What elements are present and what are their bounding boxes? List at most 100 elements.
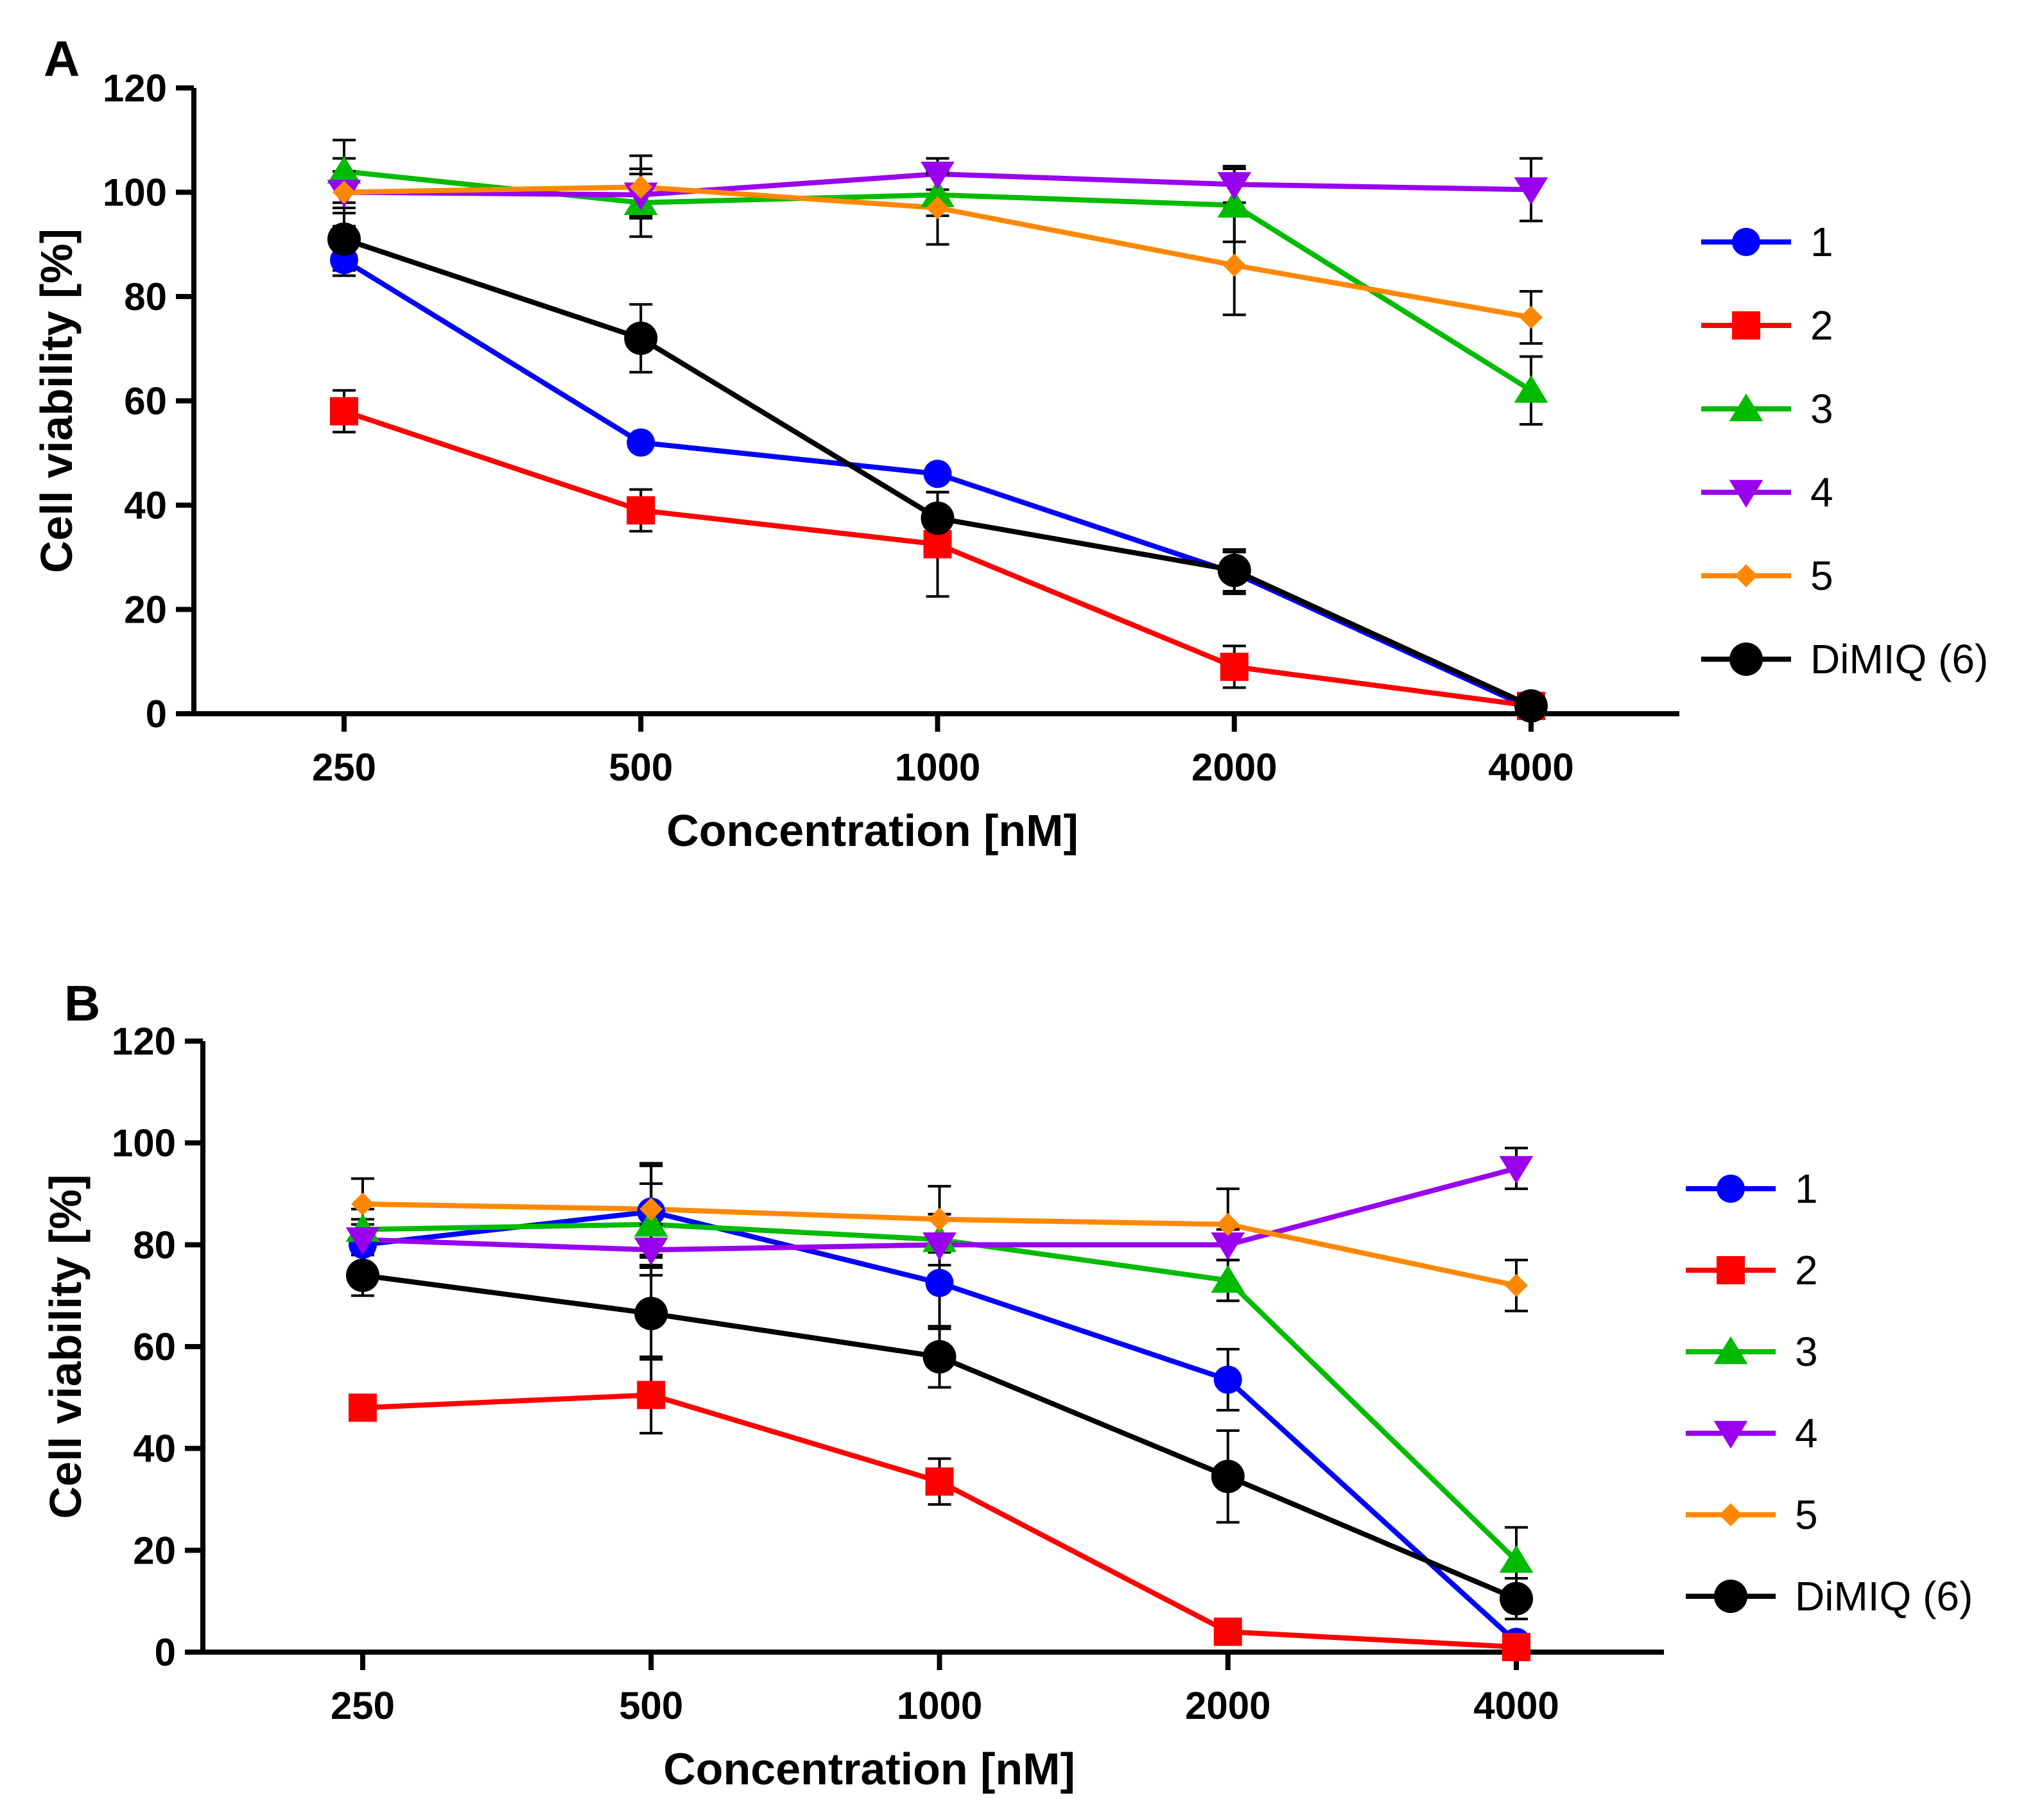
panel-b: B 0 20 40 60 80 100 120 250 500 1000 2000 4000 Concen… [40, 975, 1973, 1794]
panel-a-x-tick-label: 500 [609, 746, 673, 789]
panel-a-y-tick-label: 60 [124, 380, 167, 423]
panel-b-y-axis-title: Cell viability [%] [40, 1175, 91, 1519]
panel-b-legend-label: 2 [1795, 1247, 1818, 1293]
panel-b-data-point [928, 1207, 951, 1231]
panel-a-legend-entry-4: 5 [1701, 553, 1833, 599]
panel-b-data-point [925, 1268, 954, 1297]
panel-a-x-tick-label: 250 [312, 746, 376, 789]
panel-b-label: B [64, 975, 100, 1031]
panel-a-x-tick-label: 1000 [895, 746, 980, 789]
panel-b-data-point [1505, 1273, 1528, 1297]
panel-b-x-tick-label: 250 [331, 1684, 395, 1727]
panel-b-data-point [1211, 1232, 1245, 1261]
panel-b-data-point [922, 1340, 957, 1374]
panel-a-data-point [1220, 652, 1249, 681]
panel-b-data-point [639, 1197, 663, 1221]
panel-a-data-point [627, 496, 655, 525]
panel-b-data-point [1499, 1156, 1534, 1184]
panel-a-label: A [44, 30, 80, 87]
panel-a-data-point [624, 322, 658, 355]
panel-b-data-point [1216, 1212, 1240, 1236]
panel-b-data-point [351, 1192, 374, 1216]
panel-b-data-point [349, 1393, 377, 1422]
panel-b-y-tick-label: 80 [133, 1223, 176, 1266]
panel-b-y-tick-label: 40 [133, 1427, 176, 1470]
panel-b-data-point [1213, 1617, 1242, 1646]
panel-b-legend-marker [1717, 1175, 1745, 1203]
panel-b-legend-label: 1 [1795, 1166, 1818, 1212]
panel-b-data-point [1500, 1582, 1533, 1616]
panel-a-y-tick-label: 120 [103, 67, 167, 110]
panel-a-legend-marker [1729, 642, 1763, 676]
panel-b-y-tick-label: 60 [133, 1325, 176, 1368]
panel-a-data-point [921, 161, 955, 190]
panel-a-x-tick-label: 4000 [1488, 746, 1573, 789]
panel-b-legend-entry-2: 3 [1686, 1329, 1818, 1375]
panel-a-x-axis-title: Concentration [nM] [666, 806, 1078, 856]
panel-a-y-tick-label: 100 [103, 171, 167, 214]
panel-a-legend-marker [1732, 311, 1760, 340]
panel-b-legend-entry-4: 5 [1686, 1492, 1818, 1538]
panel-a-legend-entry-0: 1 [1701, 219, 1833, 265]
panel-b-y-tick-label: 20 [133, 1529, 176, 1572]
panel-b-x-tick-label: 500 [619, 1684, 683, 1727]
panel-b-x-axis-title: Concentration [nM] [663, 1744, 1075, 1794]
panel-b-data-point [637, 1381, 666, 1410]
panel-a-data-point [1222, 254, 1246, 277]
panel-b-legend-marker [1719, 1503, 1742, 1526]
panel-b-legend-entry-5: DiMIQ (6) [1686, 1573, 1973, 1619]
panel-a-legend-label: 4 [1810, 469, 1833, 515]
panel-b-legend-entry-0: 1 [1686, 1166, 1818, 1212]
panel-b-data-point [1213, 1365, 1242, 1394]
panel-a-legend-entry-1: 2 [1701, 302, 1833, 349]
panel-a-data-point [327, 222, 361, 256]
panel-a-y-axis-title: Cell viability [%] [31, 228, 82, 573]
panel-b-legend-marker [1713, 1420, 1748, 1449]
panel-a-legend-entry-3: 4 [1701, 469, 1833, 515]
panel-a-legend-label: 1 [1810, 219, 1833, 265]
panel-b-x-tick-label: 2000 [1185, 1684, 1270, 1727]
panel-b-series-line-1 [362, 1392, 1517, 1650]
panel-a-legend-label: 3 [1810, 386, 1833, 432]
panel-a-legend-entry-5: DiMIQ (6) [1701, 636, 1988, 682]
panel-a-data-point [327, 156, 361, 184]
panel-a-data-point [926, 196, 949, 220]
panel-b-x-tick-label: 1000 [897, 1684, 982, 1727]
panel-a-data-point [629, 175, 653, 199]
panel-b-data-point [346, 1258, 379, 1292]
panel-a-data-point [333, 180, 356, 204]
panel-b-legend-entry-1: 2 [1686, 1247, 1818, 1293]
panel-b-data-point [922, 1232, 957, 1261]
panel-a-legend-marker [1732, 228, 1760, 256]
panel-a: A 0 20 40 60 80 100 120 250 500 1000 2000 4000 Concen… [31, 30, 1988, 856]
panel-a-legend-label: DiMIQ (6) [1810, 636, 1988, 682]
panel-b-data-point [634, 1209, 668, 1237]
panel-a-legend-marker [1729, 479, 1763, 508]
panel-a-legend-marker [1729, 393, 1763, 422]
panel-a-legend-label: 5 [1810, 553, 1833, 599]
panel-a-legend-marker [1735, 564, 1758, 587]
panel-a-data-point [1217, 172, 1252, 200]
panel-b-data-point [634, 1297, 668, 1331]
panel-a-data-point [330, 397, 358, 426]
panel-b-data-point [634, 1237, 668, 1266]
panel-b-legend-marker [1717, 1256, 1745, 1284]
panel-a-data-point [923, 460, 952, 488]
panel-a-data-point [627, 428, 655, 457]
panel-b-legend-label: DiMIQ (6) [1795, 1573, 1973, 1619]
panel-a-y-tick-label: 0 [146, 693, 167, 736]
panel-b-y-tick-label: 100 [112, 1122, 176, 1165]
panel-a-data-point [1217, 553, 1251, 587]
panel-b-y-tick-label: 0 [155, 1631, 176, 1674]
panel-b-legend-marker [1714, 1580, 1747, 1613]
panel-a-y-tick-label: 80 [124, 275, 167, 318]
panel-a-legend-entry-2: 3 [1701, 386, 1833, 432]
panel-a-data-point [1514, 375, 1548, 403]
panel-b-legend-entry-3: 4 [1686, 1410, 1818, 1456]
panel-a-legend-label: 2 [1810, 302, 1833, 349]
panel-a-data-point [1217, 189, 1252, 218]
panel-b-x-tick-label: 4000 [1473, 1684, 1559, 1727]
panel-a-data-point [921, 179, 955, 207]
panel-b-data-point [1502, 1633, 1530, 1662]
